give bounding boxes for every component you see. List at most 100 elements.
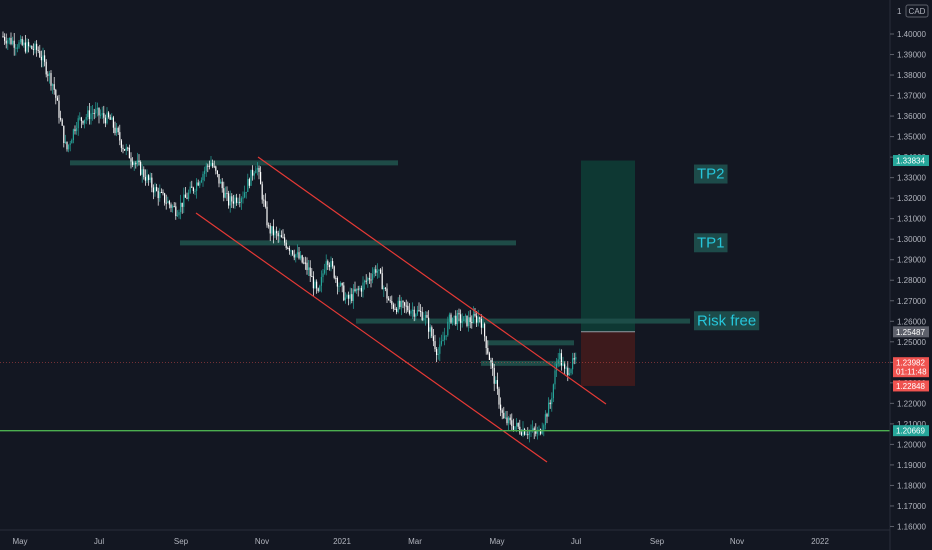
candle-body [95,109,97,114]
candle-body [208,165,210,167]
candle-body [152,187,154,193]
candle-body [71,139,73,144]
candle-body [175,206,177,217]
y-tick-label: 1.31000 [897,215,926,224]
y-tick-label: 1.29000 [897,256,926,265]
candle-body [28,42,30,47]
candle-body [304,262,306,264]
candle-body [516,422,518,427]
candle-body [176,215,178,217]
candle-body [104,117,106,124]
candle-body [18,42,20,48]
candle-body [186,197,188,199]
y-tick-label: 1.21000 [897,420,926,429]
candle-body [397,300,399,312]
candle-body [188,192,190,199]
candle-body [356,288,358,292]
y-tick-label: 1.32000 [897,194,926,203]
candle-body [277,233,279,237]
candle-body [240,198,242,203]
candle-body [149,177,151,180]
candle-body [260,171,262,185]
zones-layer [70,160,690,386]
candle-body [402,301,404,303]
candle-body [327,261,329,265]
candle-body [140,162,142,175]
candle-body [520,432,522,435]
candle-body [122,147,124,150]
candle-body [360,288,362,292]
candle-body [495,380,497,384]
price-tag [893,155,929,167]
candle-body [138,160,140,163]
candle-body [325,261,327,270]
x-tick-label: 2021 [333,537,351,546]
candle-body [21,38,23,45]
candle-body [79,117,81,119]
channel-lower-line [195,212,548,463]
candle-body [344,297,346,301]
candle-body [554,370,556,385]
candle-body [223,188,225,198]
candle-body [384,287,386,289]
candle-body [415,314,417,317]
candle-body [306,262,308,271]
candle-body [559,353,561,360]
candle-body [216,170,218,175]
candle-body [528,431,530,435]
candle-body [421,311,423,320]
price-axis[interactable]: 1.40000 1.39000 1.38000 1.37000 1.36000 1.350… [889,0,929,550]
candle-body [293,254,295,258]
candle-body [381,273,383,290]
candle-body [541,429,543,434]
candle-body [504,417,506,419]
candle-body [130,158,132,162]
candle-body [264,200,266,207]
candle-body [573,358,575,360]
candle-body [509,417,511,421]
candle-body [400,301,402,308]
candle-body [112,117,114,128]
candle-body [392,304,394,309]
candle-body [314,281,316,289]
candle-body [560,353,562,366]
candle-body [220,181,222,184]
candle-body [303,262,305,264]
candle-body [453,315,455,318]
candle-body [482,323,484,328]
candle-body [144,176,146,181]
candle-body [151,177,153,188]
candle-body [103,113,105,118]
candle-body [488,353,490,360]
candle-body [572,358,574,370]
candle-body [316,281,318,289]
candle-body [388,298,390,301]
candle-body [200,180,202,183]
sr-zone [481,360,566,366]
candle-body [333,266,335,278]
candle-body [444,335,446,340]
candle-body [69,143,71,145]
candle-body [476,315,478,323]
candle-body [226,192,228,194]
time-axis[interactable]: May Jul Sep Nov 2021 Mar May Jul Sep Nov 2022 [0,529,890,546]
candle-body [197,182,199,186]
annotation-label: TP1 [697,234,725,251]
candle-body [213,166,215,168]
candle-body [120,140,122,148]
candle-body [412,309,414,312]
candle-body [228,193,230,206]
y-tick-label: 1.28000 [897,276,926,285]
candle-body [64,141,66,143]
candle-body [575,357,577,360]
candle-body [466,315,468,326]
candle-body [506,417,508,424]
candle-body [61,119,63,126]
candle-body [60,117,62,120]
y-tick-label: 1.35000 [897,133,926,142]
price-tag-label: 1.25487 [896,328,925,337]
candle-body [76,128,78,132]
candle-body [416,310,418,315]
candle-body [490,359,492,363]
